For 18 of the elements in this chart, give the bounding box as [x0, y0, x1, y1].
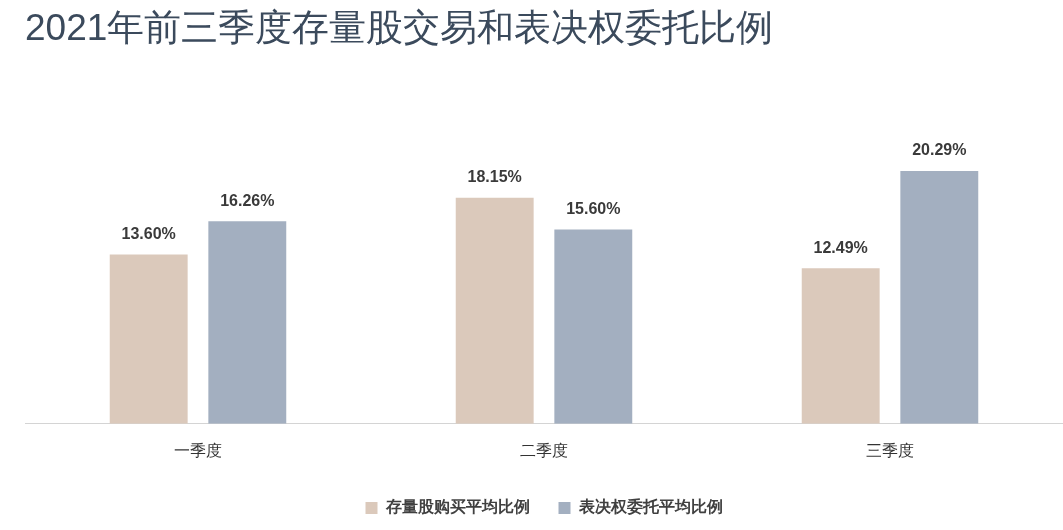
- x-tick-label: 一季度: [174, 441, 222, 459]
- chart-title: 2021年前三季度存量股交易和表决权委托比例: [25, 7, 774, 49]
- data-label: 15.60%: [566, 199, 621, 217]
- x-tick-label: 三季度: [866, 441, 914, 459]
- legend-label: 存量股购买平均比例: [384, 498, 530, 516]
- legend-label: 表决权委托平均比例: [577, 498, 723, 516]
- bar: [801, 268, 880, 424]
- data-label: 12.49%: [813, 238, 868, 256]
- bar: [455, 197, 534, 424]
- bar: [554, 229, 633, 424]
- data-label: 18.15%: [467, 168, 522, 186]
- data-label: 20.29%: [912, 141, 967, 159]
- data-label: 16.26%: [220, 191, 275, 209]
- data-label: 13.60%: [121, 224, 176, 242]
- bar: [208, 221, 287, 424]
- bar: [900, 171, 979, 424]
- x-tick-label: 二季度: [520, 441, 568, 459]
- bar: [109, 254, 188, 424]
